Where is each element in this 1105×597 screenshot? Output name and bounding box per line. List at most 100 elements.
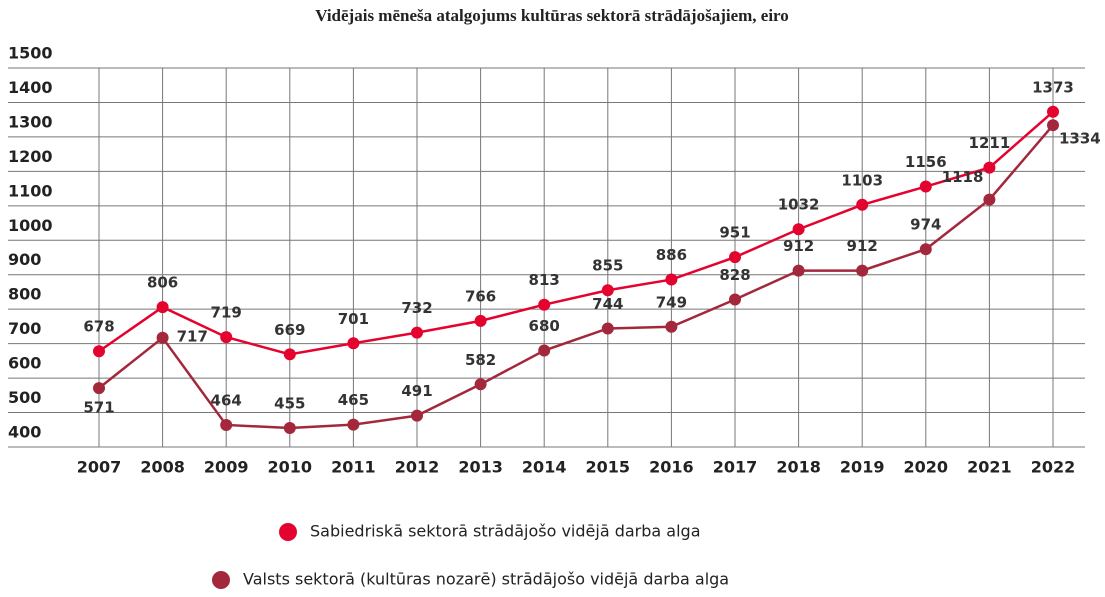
data-point (665, 320, 678, 333)
x-tick-label: 2017 (713, 458, 758, 477)
legend-marker (212, 571, 230, 589)
y-tick-label: 600 (8, 354, 41, 373)
x-tick-label: 2010 (268, 458, 313, 477)
legend-label: Valsts sektorā (kultūras nozarē) strādāj… (243, 570, 729, 589)
y-tick-label: 1500 (8, 44, 53, 63)
data-point (729, 293, 741, 306)
data-label: 1156 (905, 153, 947, 171)
data-label: 680 (529, 317, 560, 335)
x-tick-label: 2019 (840, 458, 885, 477)
data-point (93, 345, 105, 358)
chart-title: Vidējais mēneša atalgojums kultūras sekt… (315, 6, 789, 25)
data-label: 828 (719, 266, 750, 284)
data-label: 766 (465, 287, 496, 305)
x-tick-label: 2012 (395, 458, 440, 477)
series-line (98, 124, 1054, 430)
data-label: 701 (338, 310, 369, 328)
data-label: 1103 (841, 171, 883, 189)
x-tick-label: 2008 (140, 458, 185, 477)
data-point (411, 326, 423, 339)
data-point (665, 273, 678, 286)
x-tick-label: 2013 (458, 458, 503, 477)
x-tick-label: 2011 (331, 458, 376, 477)
data-label: 465 (338, 391, 369, 409)
data-point (538, 344, 551, 357)
data-label: 455 (274, 395, 305, 413)
data-point (347, 418, 360, 431)
data-point (729, 251, 741, 264)
legend-marker (279, 523, 297, 541)
y-tick-label: 800 (8, 285, 41, 304)
data-point (919, 180, 932, 193)
data-label: 669 (274, 321, 305, 339)
data-label: 582 (465, 351, 496, 369)
y-tick-label: 1000 (8, 216, 53, 235)
series-line (98, 110, 1054, 356)
y-tick-label: 400 (8, 423, 41, 442)
data-label: 855 (592, 257, 623, 275)
data-point (856, 264, 869, 277)
data-point (601, 322, 614, 335)
data-label: 678 (83, 318, 114, 336)
data-point (919, 243, 932, 256)
data-point (220, 331, 233, 344)
data-point (220, 418, 233, 431)
data-point (983, 193, 996, 206)
data-point (411, 409, 423, 422)
x-tick-label: 2016 (649, 458, 694, 477)
data-label: 1211 (969, 134, 1011, 152)
data-label: 744 (592, 295, 623, 313)
data-point (983, 161, 996, 174)
x-tick-label: 2021 (967, 458, 1012, 477)
data-point (792, 264, 805, 277)
data-point (93, 382, 105, 395)
data-label: 813 (529, 271, 560, 289)
data-point (1047, 119, 1059, 132)
x-tick-label: 2022 (1031, 458, 1076, 477)
x-tick-label: 2020 (904, 458, 949, 477)
data-point (538, 298, 551, 311)
data-label: 951 (719, 224, 750, 242)
y-tick-label: 1200 (8, 147, 53, 166)
data-label: 1118 (942, 168, 984, 186)
legend-label: Sabiedriskā sektorā strādājošo vidējā da… (310, 522, 701, 541)
data-point (156, 301, 169, 314)
y-tick-label: 1300 (8, 112, 53, 131)
y-tick-label: 500 (8, 388, 41, 407)
x-tick-label: 2007 (77, 458, 122, 477)
data-point (347, 337, 360, 350)
data-label: 912 (847, 237, 878, 255)
data-point (283, 422, 296, 435)
data-label: 1032 (778, 196, 820, 214)
data-label: 749 (656, 293, 687, 311)
data-point (601, 284, 614, 297)
data-label: 717 (177, 327, 208, 345)
data-label: 732 (401, 299, 432, 317)
data-label: 912 (783, 237, 814, 255)
data-label: 719 (211, 304, 242, 322)
data-point (1047, 105, 1059, 118)
data-point (283, 348, 296, 361)
y-tick-label: 900 (8, 250, 41, 269)
x-tick-label: 2015 (586, 458, 631, 477)
data-label: 464 (211, 391, 242, 409)
data-label: 974 (910, 216, 941, 234)
x-tick-label: 2009 (204, 458, 249, 477)
data-point (156, 331, 169, 344)
data-label: 571 (83, 399, 114, 417)
y-tick-label: 1400 (8, 78, 53, 97)
data-label: 886 (656, 246, 687, 264)
data-label: 806 (147, 274, 178, 292)
data-label: 491 (401, 382, 432, 400)
data-point (474, 314, 487, 327)
x-tick-label: 2018 (776, 458, 821, 477)
data-label: 1334 (1059, 130, 1101, 148)
data-label: 1373 (1032, 78, 1074, 96)
y-tick-label: 1100 (8, 181, 53, 200)
data-point (792, 223, 805, 236)
y-tick-label: 700 (8, 319, 41, 338)
data-point (474, 378, 487, 391)
data-point (856, 198, 869, 211)
x-tick-label: 2014 (522, 458, 567, 477)
